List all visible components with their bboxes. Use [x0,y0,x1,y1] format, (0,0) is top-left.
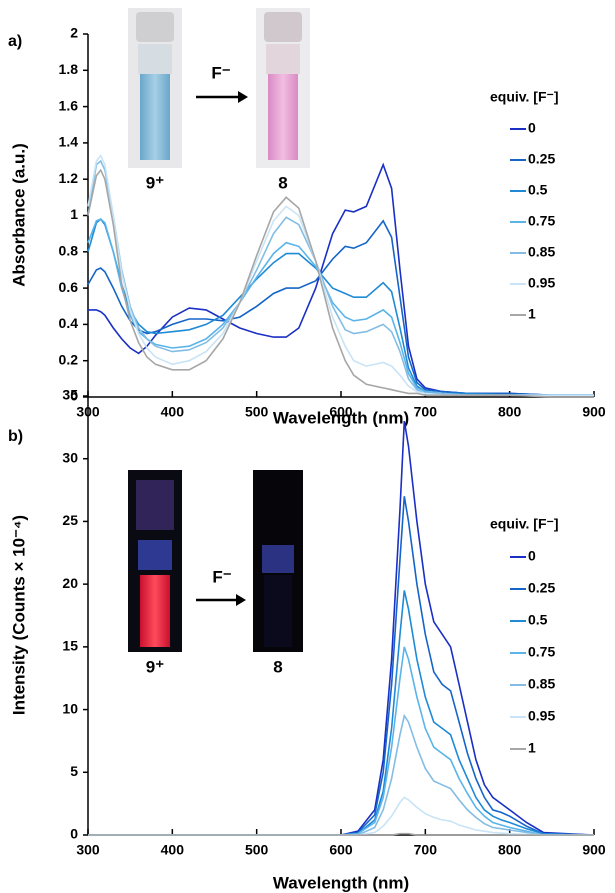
y-tick-label: 1.2 [59,170,79,186]
series-line [88,420,595,836]
series-line [88,713,594,836]
vial-photo [128,8,182,168]
series-line [88,162,594,396]
y-tick-label: 25 [62,512,78,528]
series-line [87,218,594,396]
x-axis-title: Wavelength (nm) [273,873,409,892]
series-line [87,168,594,398]
legend-label: 0 [528,548,536,564]
y-tick-label: 0.6 [59,279,79,295]
y-tick-label: 0 [70,388,78,404]
x-tick-label: 400 [161,404,185,420]
y-tick-label: 5 [70,763,78,779]
vial-photo [128,470,182,652]
legend-title: equiv. [F⁻] [490,516,559,532]
y-tick-label: 1.6 [59,97,79,113]
legend-label: 1 [528,740,536,756]
x-tick-label: 900 [582,404,606,420]
annotation: 9⁺ [146,657,164,676]
series-line [88,496,595,836]
arrow [196,91,248,103]
legend-label: 1 [528,306,536,322]
x-tick-label: 800 [498,842,522,858]
legend-label: 0.75 [528,644,555,660]
y-tick-label: 30 [62,449,78,465]
series-line [88,832,594,836]
y-axis-title: Absorbance (a.u.) [9,143,28,287]
legend-label: 0.25 [528,151,555,167]
series-line [87,219,594,396]
legend-label: 0 [528,120,536,136]
y-tick-label: 1 [70,206,78,222]
vial-photo [256,8,310,168]
legend-label: 0.85 [528,244,555,260]
panel-label: a) [8,33,22,50]
y-tick-label: 35 [62,387,78,403]
y-tick-label: 0.8 [59,243,79,259]
x-tick-label: 700 [414,404,438,420]
vial-photo [253,470,303,652]
y-axis-title: Intensity (Counts × 10⁻⁴) [9,515,28,715]
y-tick-label: 1.8 [59,61,79,77]
x-tick-label: 300 [76,842,100,858]
legend-label: 0.5 [528,612,548,628]
y-tick-label: 20 [62,575,78,591]
y-tick-label: 2 [70,25,78,41]
x-tick-label: 700 [414,842,438,858]
legend-label: 0.95 [528,708,555,724]
x-tick-label: 600 [329,404,353,420]
series-line [87,159,594,396]
series-line [87,154,594,396]
y-tick-label: 15 [62,638,78,654]
x-tick-label: 800 [498,404,522,420]
annotation: F⁻ [212,567,231,586]
legend-title: equiv. [F⁻] [490,89,559,105]
legend-label: 0.95 [528,275,555,291]
x-tick-label: 500 [245,842,269,858]
annotation: 8 [273,657,282,676]
y-tick-label: 10 [62,700,78,716]
series-line [87,217,594,396]
x-tick-label: 600 [329,842,353,858]
legend-label: 0.85 [528,676,555,692]
x-tick-label: 400 [161,842,185,858]
annotation: F⁻ [211,63,230,82]
x-axis-title: Wavelength (nm) [273,408,409,427]
legend-label: 0.75 [528,213,555,229]
arrow [196,594,246,606]
annotation: 9⁺ [146,173,164,192]
series-line [88,646,594,836]
legend-label: 0.5 [528,182,548,198]
x-tick-label: 900 [582,842,606,858]
y-tick-label: 0.4 [59,315,79,331]
panel-label: b) [8,428,23,445]
y-tick-label: 0 [70,826,78,842]
x-tick-label: 500 [245,404,269,420]
y-tick-label: 0.2 [59,351,79,367]
y-tick-label: 1.4 [59,134,79,150]
annotation: 8 [278,173,287,192]
legend-label: 0.25 [528,580,555,596]
